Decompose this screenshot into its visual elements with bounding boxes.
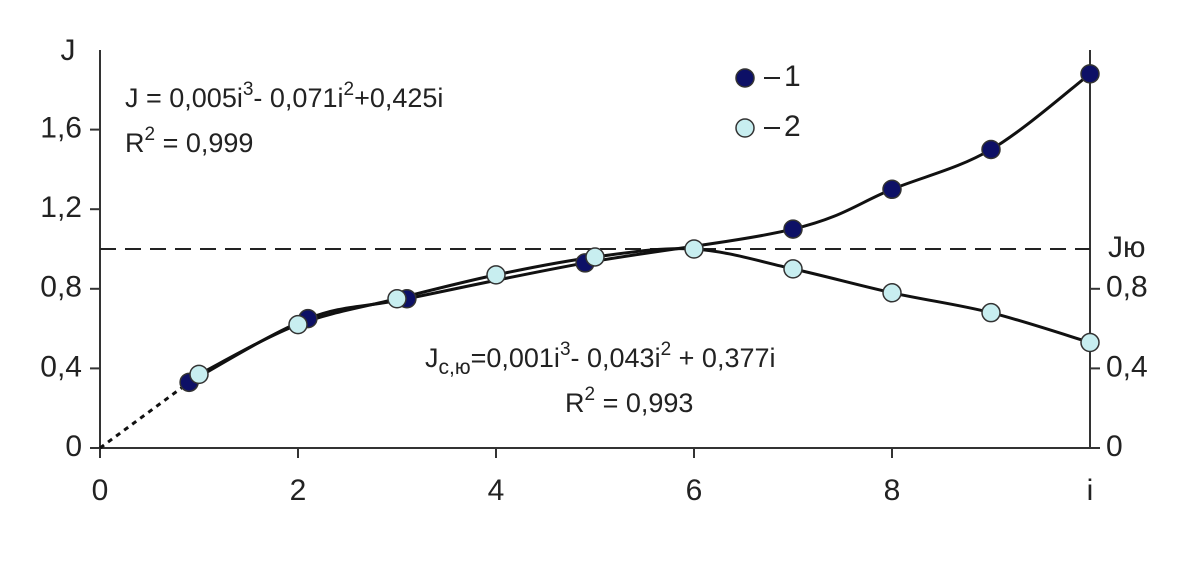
annotation-part: - 0,071i: [253, 83, 343, 113]
x-tick-label: 2: [290, 474, 307, 507]
annotation-part: 2: [343, 79, 354, 100]
annotation-part: - 0,043i: [571, 343, 661, 373]
annotation-part: +0,425i: [354, 83, 443, 113]
y-axis-label: J: [61, 34, 76, 67]
y-tick-label: 0,8: [40, 271, 82, 304]
y-tick-label: 1,2: [40, 191, 82, 224]
legend-marker: [735, 118, 755, 138]
annotation-part: =0,001i: [471, 343, 560, 373]
annotation-part: = 0,993: [595, 388, 693, 418]
y-tick-label: 0,4: [40, 350, 82, 383]
x-tick-label: 0: [92, 474, 109, 507]
data-point: [684, 239, 704, 259]
data-point: [585, 247, 605, 267]
annotation-part: 3: [243, 79, 254, 100]
y-tick-label: 0: [65, 430, 82, 463]
legend-marker: [735, 68, 755, 88]
annotation-part: 2: [661, 339, 672, 360]
data-point: [981, 139, 1001, 160]
annotation-part: R: [565, 388, 585, 418]
annotation-part: J = 0,005i: [125, 83, 243, 113]
data-point: [486, 265, 506, 285]
y2-tick-label: 0,4: [1106, 350, 1148, 383]
x-tick-label: 6: [686, 474, 703, 507]
annotation-part: = 0,999: [155, 128, 253, 158]
annotation-part: + 0,377i: [671, 343, 775, 373]
data-point: [783, 219, 803, 239]
data-point: [882, 283, 902, 303]
legend-label: 1: [784, 60, 801, 93]
reference-label: Jю: [1108, 231, 1146, 264]
annotation: Jс,ю=0,001i3- 0,043i2 + 0,377i: [425, 339, 776, 379]
annotation-part: 2: [585, 384, 596, 405]
annotation-part: J: [425, 343, 439, 373]
annotation-part: R: [125, 128, 145, 158]
origin-extension: [99, 381, 190, 450]
fit-line: [198, 247, 1091, 376]
data-point: [189, 364, 209, 385]
x-tick-label: 8: [884, 474, 901, 507]
fit-line: [188, 72, 1091, 384]
x-axis-label: i: [1087, 474, 1094, 507]
data-point: [783, 259, 803, 279]
y2-tick-label: 0: [1106, 430, 1123, 463]
x-tick-label: 4: [488, 474, 505, 507]
data-point: [981, 302, 1001, 323]
y-tick-label: 1,6: [40, 112, 82, 145]
y2-tick-label: 0,8: [1106, 271, 1148, 304]
legend-label: 2: [784, 110, 801, 143]
annotation: R2 = 0,999: [125, 124, 253, 158]
data-point: [288, 314, 308, 335]
annotation: R2 = 0,993: [565, 384, 693, 418]
data-point: [1080, 64, 1100, 84]
annotation-part: 3: [560, 339, 571, 360]
annotation-part: 2: [145, 124, 156, 145]
data-point: [882, 179, 902, 200]
data-point: [1080, 332, 1100, 353]
annotation: J = 0,005i3- 0,071i2+0,425i: [125, 79, 443, 113]
annotation-part: с,ю: [439, 356, 471, 379]
data-point: [387, 289, 407, 309]
